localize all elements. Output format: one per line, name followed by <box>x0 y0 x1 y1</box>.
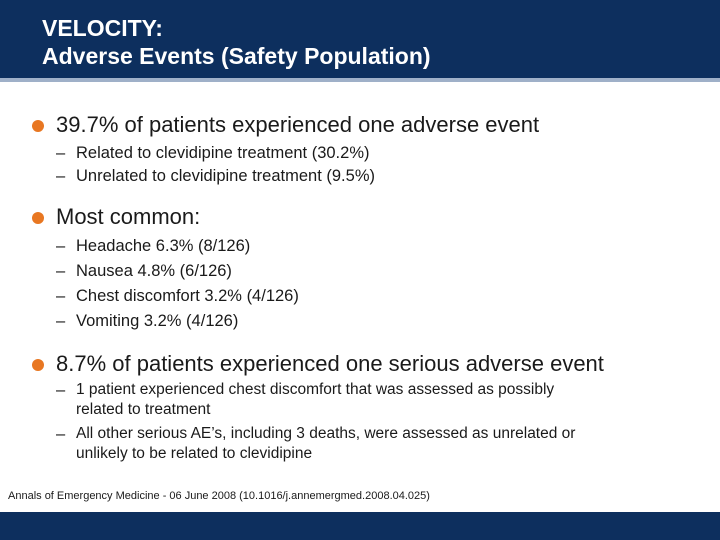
bullet-dot-icon <box>32 212 44 224</box>
citation: Annals of Emergency Medicine - 06 June 2… <box>8 490 430 502</box>
dash-icon: – <box>56 287 66 305</box>
title-line-2: Adverse Events (Safety Population) <box>42 43 431 69</box>
sub-bullet-text: All other serious AE’s, including 3 deat… <box>76 425 576 442</box>
bullet-text: 39.7% of patients experienced one advers… <box>56 112 540 137</box>
dash-icon: – <box>56 262 66 280</box>
bullet-text: 8.7% of patients experienced one serious… <box>56 351 604 376</box>
sub-bullet-text: Headache 6.3% (8/126) <box>76 237 251 255</box>
sub-bullet-text: 1 patient experienced chest discomfort t… <box>76 381 555 398</box>
header-divider <box>0 78 720 82</box>
sub-bullet-text: related to treatment <box>76 401 211 418</box>
sub-bullet-text: Unrelated to clevidipine treatment (9.5%… <box>76 167 375 185</box>
dash-icon: – <box>56 381 66 399</box>
slide-header <box>0 0 720 78</box>
sub-bullet-text: Nausea 4.8% (6/126) <box>76 262 232 280</box>
dash-icon: – <box>56 167 66 185</box>
dash-icon: – <box>56 312 66 330</box>
dash-icon: – <box>56 425 66 443</box>
sub-bullet-text: Related to clevidipine treatment (30.2%) <box>76 144 370 162</box>
dash-icon: – <box>56 144 66 162</box>
sub-bullet-text: unlikely to be related to clevidipine <box>76 445 313 462</box>
dash-icon: – <box>56 237 66 255</box>
sub-bullet-text: Vomiting 3.2% (4/126) <box>76 312 239 330</box>
footer-bar <box>0 512 720 540</box>
sub-bullet-text: Chest discomfort 3.2% (4/126) <box>76 287 299 305</box>
slide-title: VELOCITY: Adverse Events (Safety Populat… <box>42 14 431 70</box>
bullet-dot-icon <box>32 359 44 371</box>
bullet-text: Most common: <box>56 204 201 229</box>
bullet-dot-icon <box>32 120 44 132</box>
title-line-1: VELOCITY: <box>42 15 163 41</box>
